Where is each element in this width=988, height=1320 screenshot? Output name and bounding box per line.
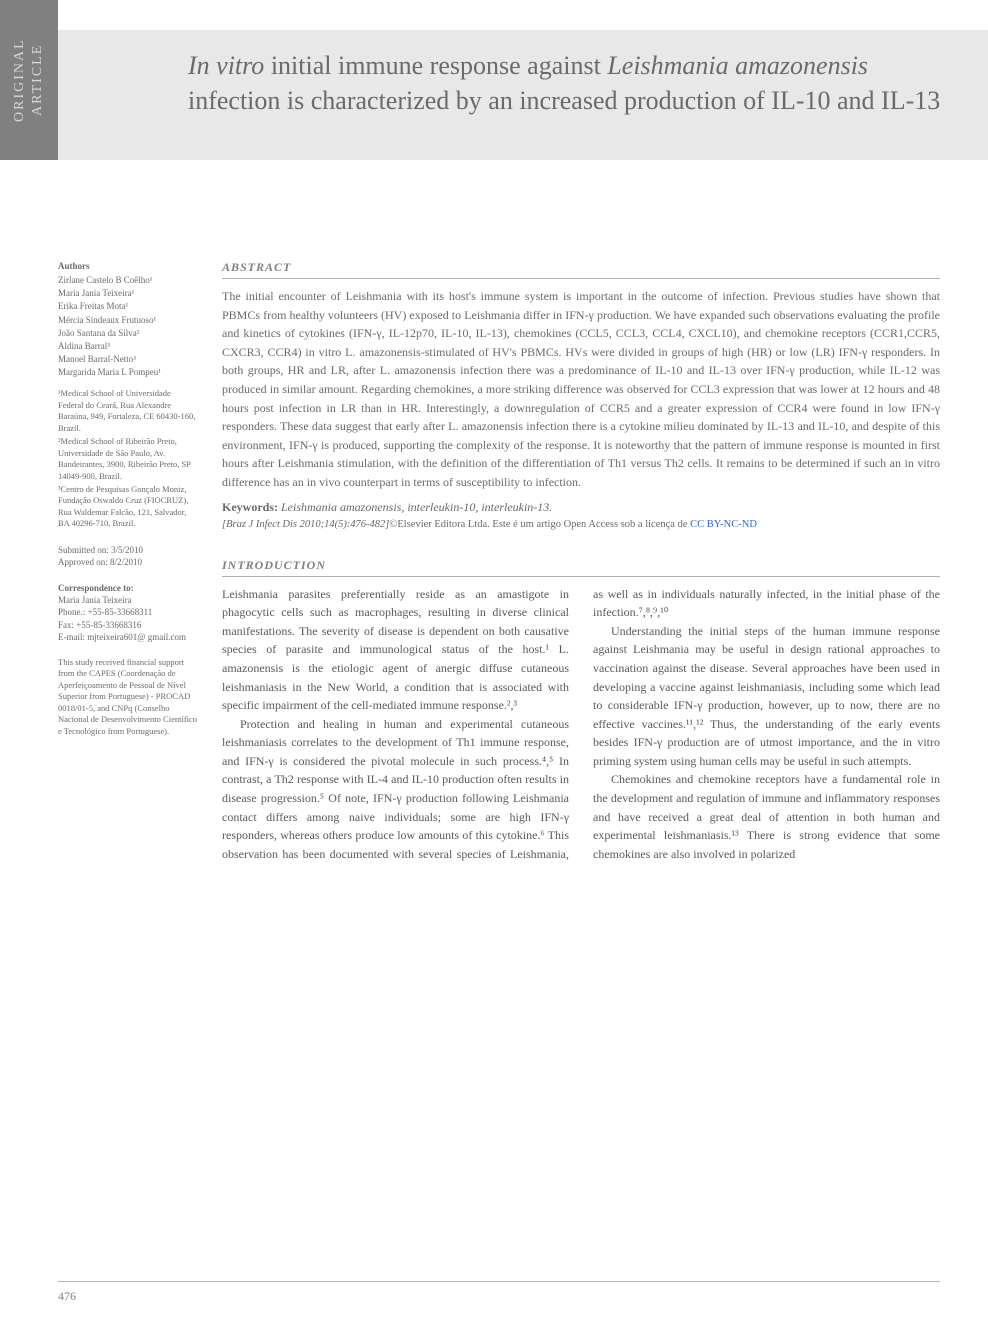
introduction-header: INTRODUCTION — [222, 558, 940, 577]
cc-license-link[interactable]: CC BY-NC-ND — [690, 519, 757, 530]
author-name: Aldina Barral³ — [58, 340, 198, 352]
introduction-body: Leishmania parasites preferentially resi… — [222, 585, 940, 864]
keywords-label: Keywords: — [222, 500, 278, 514]
title-ital2: Leishmania amazonensis — [607, 51, 868, 80]
page-body: Authors Zirlane Castelo B Coêlho¹Maria J… — [58, 260, 940, 1270]
introduction-section: INTRODUCTION Leishmania parasites prefer… — [222, 558, 940, 864]
side-category-tab: ORIGINAL ARTICLE — [0, 0, 58, 160]
title-band: In vitro initial immune response against… — [58, 30, 988, 160]
left-sidebar: Authors Zirlane Castelo B Coêlho¹Maria J… — [58, 260, 198, 1270]
correspondence-email: E-mail: mjteixeira601@ gmail.com — [58, 631, 198, 643]
author-name: Zirlane Castelo B Coêlho¹ — [58, 274, 198, 286]
main-column: ABSTRACT The initial encounter of Leishm… — [222, 260, 940, 1270]
author-name: Erika Freitas Mota¹ — [58, 300, 198, 312]
keywords-text: Leishmania amazonensis, interleukin-10, … — [278, 500, 552, 514]
affiliation: ¹Medical School of Universidade Federal … — [58, 388, 198, 434]
affiliation: ²Medical School of Ribeirão Preto, Unive… — [58, 436, 198, 482]
title-ital1: In vitro — [188, 51, 264, 80]
correspondence-fax: Fax: +55-85-33668316 — [58, 619, 198, 631]
page-number: 476 — [58, 1289, 76, 1304]
title-mid2: infection is characterized by an increas… — [188, 86, 940, 115]
correspondence-phone: Phone.: +55-85-33668311 — [58, 606, 198, 618]
author-name: Mércia Sindeaux Frutuoso¹ — [58, 314, 198, 326]
dates-block: Submitted on: 3/5/2010 Approved on: 8/2/… — [58, 544, 198, 568]
citation-openaccess: Este é um artigo Open Access sob a licen… — [492, 519, 690, 530]
title-mid1: initial immune response against — [264, 51, 607, 80]
correspondence-name: Maria Jania Teixeira — [58, 594, 198, 606]
author-name: Manoel Barral-Netto³ — [58, 353, 198, 365]
author-name: João Santana da Silva² — [58, 327, 198, 339]
affiliation: ³Centro de Pesquisas Gonçalo Moniz, Fund… — [58, 484, 198, 530]
keywords-line: Keywords: Leishmania amazonensis, interl… — [222, 500, 940, 515]
authors-list: Zirlane Castelo B Coêlho¹Maria Jania Tei… — [58, 274, 198, 378]
intro-paragraph: Understanding the initial steps of the h… — [593, 622, 940, 771]
intro-paragraph: Chemokines and chemokine receptors have … — [593, 770, 940, 863]
affiliations: ¹Medical School of Universidade Federal … — [58, 388, 198, 530]
abstract-header: ABSTRACT — [222, 260, 940, 279]
submitted-date: Submitted on: 3/5/2010 — [58, 544, 198, 556]
intro-paragraph: Leishmania parasites preferentially resi… — [222, 585, 569, 715]
correspondence-header: Correspondence to: — [58, 582, 198, 594]
author-name: Maria Jania Teixeira¹ — [58, 287, 198, 299]
author-name: Margarida Maria L Pompeu¹ — [58, 366, 198, 378]
citation-publisher: ©Elsevier Editora Ltda. — [389, 519, 492, 530]
abstract-text: The initial encounter of Leishmania with… — [222, 287, 940, 492]
correspondence-block: Correspondence to: Maria Jania Teixeira … — [58, 582, 198, 643]
authors-header: Authors — [58, 260, 198, 272]
citation-journal: [Braz J Infect Dis 2010;14(5):476-482] — [222, 519, 389, 530]
approved-date: Approved on: 8/2/2010 — [58, 556, 198, 568]
footer-rule — [58, 1281, 940, 1282]
article-title: In vitro initial immune response against… — [188, 48, 948, 118]
citation-line: [Braz J Infect Dis 2010;14(5):476-482]©E… — [222, 519, 940, 530]
side-tab-text: ORIGINAL ARTICLE — [11, 0, 47, 160]
funding-block: This study received financial support fr… — [58, 657, 198, 737]
